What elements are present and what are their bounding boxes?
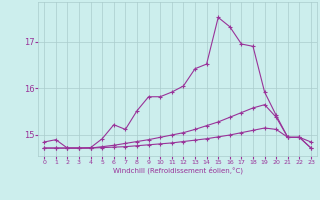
X-axis label: Windchill (Refroidissement éolien,°C): Windchill (Refroidissement éolien,°C): [113, 167, 243, 174]
